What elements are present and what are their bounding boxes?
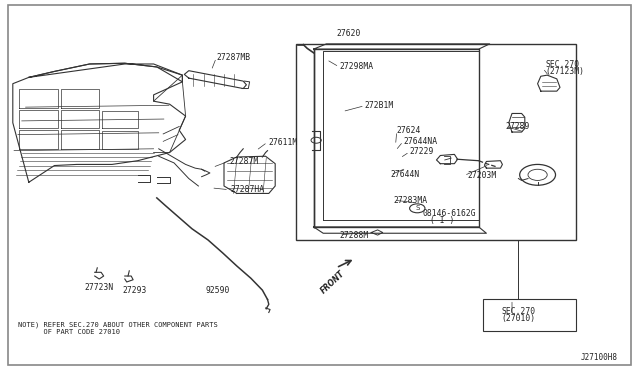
Text: 27229: 27229 [410, 147, 434, 156]
Text: 27288M: 27288M [339, 231, 369, 240]
Text: (27123M): (27123M) [545, 67, 584, 76]
Text: 272B1M: 272B1M [365, 101, 394, 110]
Text: NOTE) REFER SEC.270 ABOUT OTHER COMPONENT PARTS: NOTE) REFER SEC.270 ABOUT OTHER COMPONEN… [18, 322, 218, 328]
Text: 27287MB: 27287MB [216, 53, 250, 62]
Bar [483, 299, 576, 331]
Text: 27624: 27624 [397, 126, 421, 135]
Text: 27293: 27293 [122, 286, 147, 295]
Text: 27283MA: 27283MA [394, 196, 428, 205]
Circle shape [520, 164, 556, 185]
Text: 27611M: 27611M [269, 138, 298, 147]
Text: 27644NA: 27644NA [403, 137, 437, 146]
Text: 92590: 92590 [205, 286, 230, 295]
Text: 27203M: 27203M [467, 171, 497, 180]
Circle shape [410, 204, 425, 213]
Text: J27100H8: J27100H8 [580, 353, 618, 362]
Text: ( I ): ( I ) [430, 217, 454, 225]
Text: 27723N: 27723N [84, 283, 114, 292]
Text: FRONT: FRONT [319, 269, 347, 296]
Bar [296, 44, 576, 240]
Text: (27010): (27010) [501, 314, 536, 323]
Text: 27644N: 27644N [390, 170, 420, 179]
Text: SEC.270: SEC.270 [501, 307, 536, 316]
Text: S: S [415, 205, 419, 211]
Text: 27620: 27620 [337, 29, 361, 38]
Text: 27287HA: 27287HA [230, 185, 264, 194]
Text: 08146-6162G: 08146-6162G [422, 209, 476, 218]
Text: 27289: 27289 [506, 122, 530, 131]
Text: OF PART CODE 27010: OF PART CODE 27010 [18, 329, 120, 335]
Text: 27298MA: 27298MA [339, 62, 373, 71]
Text: 27287M: 27287M [229, 157, 259, 166]
Text: SEC.270: SEC.270 [545, 60, 579, 69]
